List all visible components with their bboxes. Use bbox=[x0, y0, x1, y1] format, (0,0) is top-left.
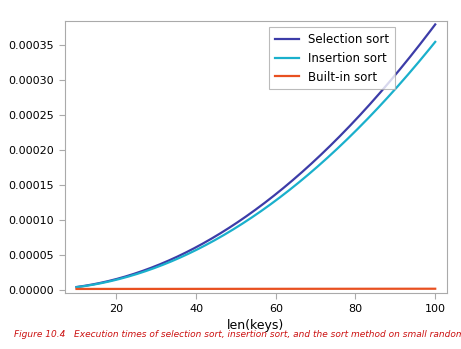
Selection sort bbox=[268, 196, 273, 200]
Built-in sort bbox=[368, 287, 373, 291]
Built-in sort bbox=[287, 287, 293, 291]
Insertion sort bbox=[244, 218, 250, 223]
Insertion sort bbox=[368, 114, 373, 118]
Built-in sort bbox=[432, 287, 438, 291]
Built-in sort bbox=[424, 287, 429, 291]
Selection sort bbox=[287, 180, 293, 185]
X-axis label: len(keys): len(keys) bbox=[227, 319, 284, 332]
Insertion sort bbox=[246, 217, 252, 221]
Line: Selection sort: Selection sort bbox=[77, 24, 435, 287]
Insertion sort bbox=[432, 40, 438, 44]
Line: Insertion sort: Insertion sort bbox=[77, 42, 435, 287]
Selection sort bbox=[244, 214, 250, 218]
Insertion sort bbox=[424, 50, 429, 54]
Built-in sort bbox=[244, 287, 250, 291]
Selection sort bbox=[368, 102, 373, 106]
Built-in sort bbox=[74, 287, 79, 291]
Y-axis label: Time in seconds: Time in seconds bbox=[0, 106, 3, 208]
Insertion sort bbox=[287, 187, 293, 192]
Insertion sort bbox=[268, 202, 273, 206]
Built-in sort bbox=[268, 287, 273, 291]
Selection sort bbox=[246, 212, 252, 216]
Selection sort bbox=[424, 34, 429, 38]
Insertion sort bbox=[74, 285, 79, 289]
Selection sort bbox=[432, 22, 438, 27]
Legend: Selection sort, Insertion sort, Built-in sort: Selection sort, Insertion sort, Built-in… bbox=[269, 27, 396, 89]
Selection sort bbox=[74, 285, 79, 289]
Text: Figure 10.4   Execution times of selection sort, insertion sort, and the sort me: Figure 10.4 Execution times of selection… bbox=[14, 329, 461, 339]
Built-in sort bbox=[246, 287, 252, 291]
